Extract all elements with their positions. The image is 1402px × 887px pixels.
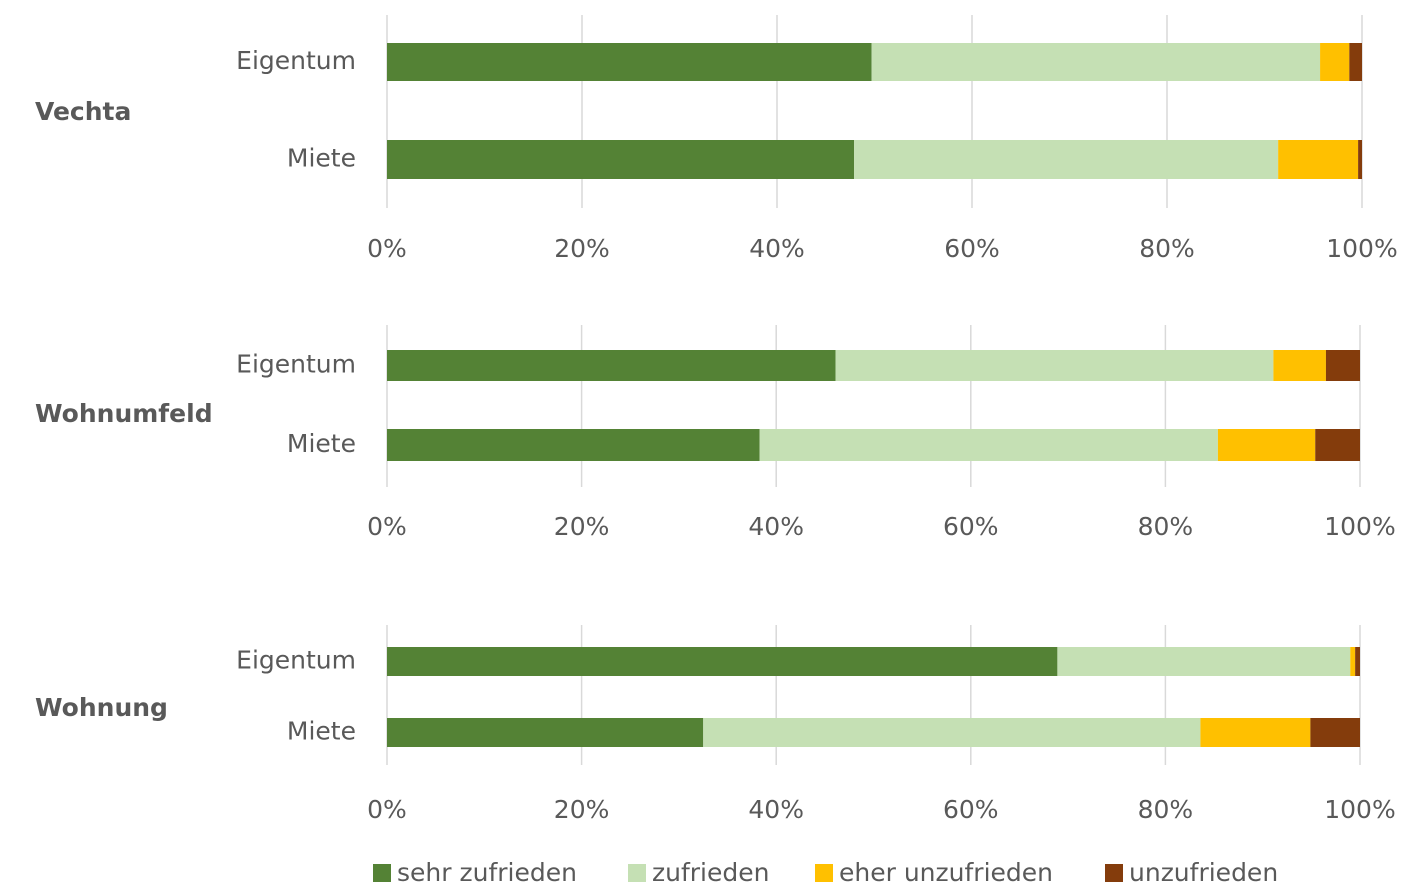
group-label: Wohnung [35,693,168,722]
bar-segment: eher unzufrieden [1217,429,1316,461]
legend-label: sehr zufrieden [397,858,577,887]
category-label: Miete [287,144,356,173]
bar-segment: sehr zufrieden [387,43,872,81]
x-tick-label: 40% [748,512,804,541]
bar-segment: eher unzufrieden [1273,350,1326,381]
x-tick-label: 0% [367,234,407,263]
bar-segment: unzufrieden [1315,429,1360,461]
legend-label: unzufrieden [1129,858,1278,887]
x-tick-label: 60% [944,234,1000,263]
x-tick-label: 0% [367,512,407,541]
bar-segment: sehr zufrieden [387,429,760,461]
x-tick-label: 100% [1324,512,1395,541]
bar-segment: eher unzufrieden [1320,43,1350,81]
x-tick-label: 80% [1138,512,1194,541]
bar-segment: unzufrieden [1358,140,1362,179]
bar-segment: sehr zufrieden [387,718,704,747]
bar-segment: zufrieden [759,429,1218,461]
x-tick-label: 100% [1326,234,1397,263]
category-label: Eigentum [236,46,356,75]
bar-segment: zufrieden [1057,647,1351,676]
bar-segment: sehr zufrieden [387,647,1058,676]
x-tick-label: 60% [943,795,999,824]
x-tick-label: 100% [1324,795,1395,824]
category-label: Miete [287,717,356,746]
legend-label: eher unzufrieden [839,858,1053,887]
bar-segment: eher unzufrieden [1200,718,1311,747]
category-label: Eigentum [236,646,356,675]
x-tick-label: 20% [554,795,610,824]
legend-swatch [1105,864,1123,882]
x-tick-label: 20% [554,234,610,263]
x-tick-label: 60% [943,512,999,541]
group-label: Vechta [35,97,131,126]
category-label: Eigentum [236,350,356,379]
bar-segment: eher unzufrieden [1278,140,1359,179]
bar-segment: unzufrieden [1355,647,1360,676]
bar-segment: unzufrieden [1325,350,1360,381]
legend-swatch [373,864,391,882]
group-label: Wohnumfeld [35,399,213,428]
legend-swatch [628,864,646,882]
x-tick-label: 80% [1138,795,1194,824]
bar-segment: sehr zufrieden [387,140,855,179]
category-label: Miete [287,429,356,458]
bar-segment: zufrieden [703,718,1201,747]
bar-segment: sehr zufrieden [387,350,836,381]
x-tick-label: 40% [749,234,805,263]
x-tick-label: 80% [1139,234,1195,263]
x-tick-label: 40% [748,795,804,824]
bar-segment: zufrieden [835,350,1274,381]
bar-segment: unzufrieden [1310,718,1360,747]
bar-segment: zufrieden [871,43,1321,81]
bar-segment: zufrieden [854,140,1279,179]
legend-swatch [815,864,833,882]
x-tick-label: 20% [554,512,610,541]
bar-segment: eher unzufrieden [1350,647,1356,676]
x-tick-label: 0% [367,795,407,824]
legend-label: zufrieden [652,858,769,887]
bar-segment: unzufrieden [1349,43,1362,81]
